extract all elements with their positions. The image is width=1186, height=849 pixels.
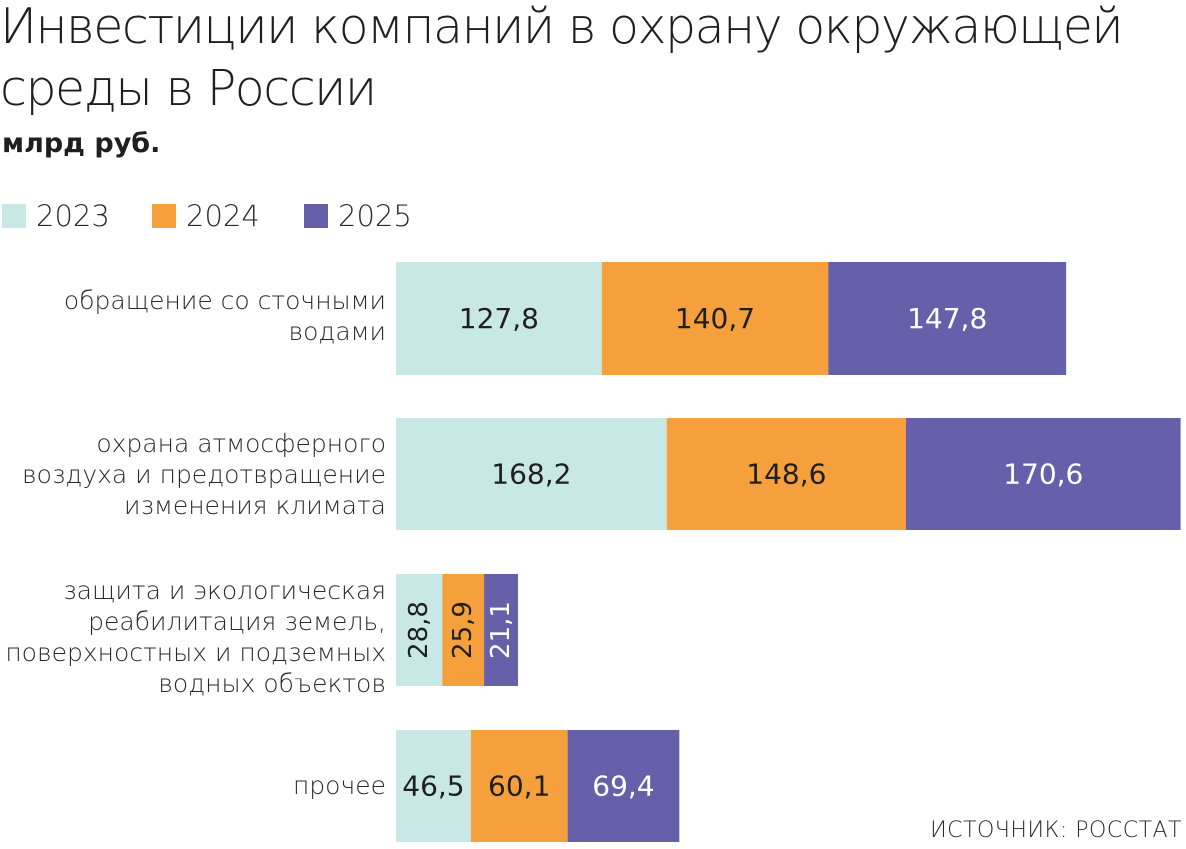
bar-other-2023	[396, 730, 471, 842]
bar-other-2024	[470, 730, 568, 842]
bar-land-water-2023	[396, 574, 443, 686]
data-label-air-climate-2024: 148,6	[746, 458, 826, 491]
legend-item-2023: 2023	[2, 196, 110, 236]
category-label-wastewater: обращение со сточными водами	[63, 286, 386, 346]
data-label-land-water-2025: 21,1	[486, 601, 516, 659]
data-label-land-water-2023: 28,8	[404, 601, 434, 659]
data-label-air-climate-2025: 170,6	[1003, 458, 1083, 491]
bar-air-climate-2025	[905, 418, 1181, 530]
bar-wastewater-2025	[828, 262, 1067, 375]
chart-subtitle: млрд руб.	[2, 128, 161, 159]
data-label-other-2024: 60,1	[488, 770, 550, 803]
data-label-air-climate-2023: 168,2	[491, 458, 571, 491]
bar-wastewater-2023	[396, 262, 602, 375]
data-label-other-2025: 69,4	[592, 770, 654, 803]
bar-wastewater-2024	[601, 262, 829, 375]
legend-item-2025: 2025	[304, 196, 412, 236]
legend-swatch-2024	[152, 204, 176, 228]
source-note: ИСТОЧНИК: РОССТАТ	[930, 818, 1182, 843]
category-label-land-water: защита и экологическая реабилитация земе…	[5, 576, 386, 698]
bar-land-water-2024	[442, 574, 485, 686]
legend-swatch-2023	[2, 204, 26, 228]
chart-title: Инвестиции компаний в охрану окружающей …	[0, 0, 1124, 117]
data-label-wastewater-2025: 147,8	[907, 302, 987, 335]
bar-land-water-2025	[484, 574, 519, 686]
data-label-wastewater-2024: 140,7	[675, 302, 755, 335]
data-label-wastewater-2023: 127,8	[459, 302, 539, 335]
bar-air-climate-2024	[666, 418, 906, 530]
category-label-other: прочее	[292, 771, 386, 800]
legend-item-2024: 2024	[152, 196, 260, 236]
data-label-other-2023: 46,5	[402, 770, 464, 803]
bar-other-2025	[567, 730, 680, 842]
legend-label-2025: 2025	[338, 199, 412, 233]
category-label-air-climate: охрана атмосферного воздуха и предотвращ…	[21, 429, 386, 520]
data-label-land-water-2024: 25,9	[448, 601, 478, 659]
bar-air-climate-2023	[396, 418, 667, 530]
legend-label-2024: 2024	[186, 199, 260, 233]
legend-label-2023: 2023	[36, 199, 110, 233]
legend-swatch-2025	[304, 204, 328, 228]
